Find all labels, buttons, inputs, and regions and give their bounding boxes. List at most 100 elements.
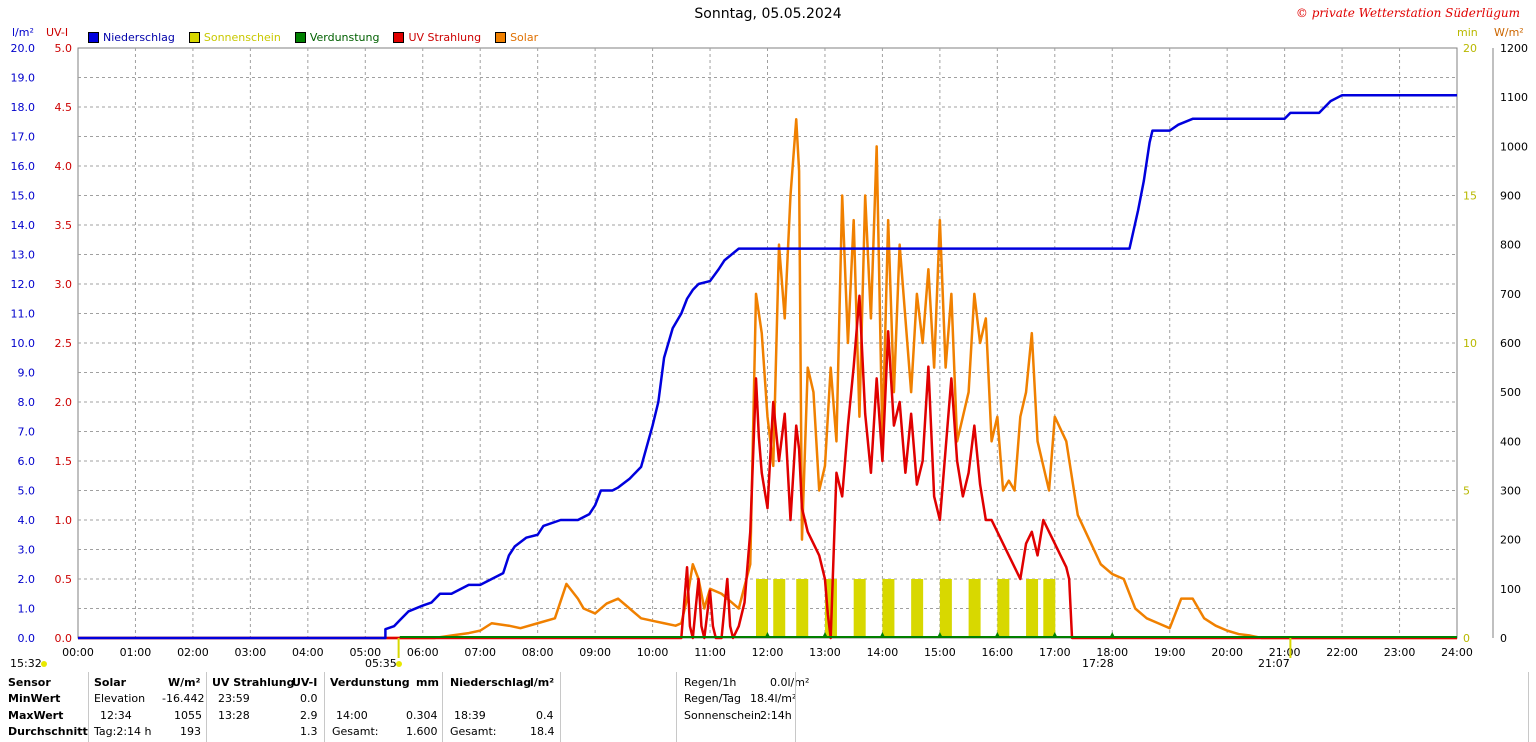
rain-tick-label: 19.0 bbox=[11, 72, 36, 85]
stats-header-uv-unit: UV-I bbox=[292, 676, 318, 689]
sun-dot bbox=[41, 661, 47, 667]
rain-tick-label: 15.0 bbox=[11, 190, 36, 203]
stats-solar-val: 193 bbox=[180, 725, 201, 738]
legend-item-uv: UV Strahlung bbox=[393, 31, 481, 44]
x-tick-label: 17:00 bbox=[1039, 646, 1071, 659]
sunrise-label: 05:35 bbox=[365, 657, 397, 670]
stats-header-rain-unit: l/m² bbox=[530, 676, 555, 689]
time-left-label: 15:32 bbox=[10, 657, 42, 670]
uv-tick-label: 3.0 bbox=[55, 278, 73, 291]
stats-header-uv: UV Strahlung bbox=[212, 676, 295, 689]
sun-min-tick-label: 20 bbox=[1463, 42, 1477, 55]
x-tick-label: 00:00 bbox=[62, 646, 94, 659]
x-tick-label: 11:00 bbox=[694, 646, 726, 659]
stats-table: Sensor Solar W/m² UV Strahlung UV-I Verd… bbox=[0, 672, 1536, 742]
solar-tick-label: 400 bbox=[1500, 435, 1521, 448]
sun-dot bbox=[396, 661, 402, 667]
stats-uv-val: 1.3 bbox=[300, 725, 318, 738]
x-tick-label: 14:00 bbox=[867, 646, 899, 659]
x-tick-label: 18:00 bbox=[1096, 646, 1128, 659]
sunshine-bar bbox=[796, 579, 809, 638]
legend-label: Solar bbox=[510, 31, 539, 44]
rain-tick-label: 8.0 bbox=[18, 396, 36, 409]
solar-tick-label: 1000 bbox=[1500, 140, 1528, 153]
stats-row-label: MaxWert bbox=[8, 709, 64, 722]
rain-tick-label: 1.0 bbox=[18, 603, 36, 616]
x-tick-label: 02:00 bbox=[177, 646, 209, 659]
rain-tick-label: 16.0 bbox=[11, 160, 36, 173]
solar-tick-label: 200 bbox=[1500, 534, 1521, 547]
sunshine-bar bbox=[756, 579, 769, 638]
stats-solar-time: Elevation bbox=[94, 692, 146, 705]
sunshine-bar bbox=[911, 579, 924, 638]
x-tick-label: 10:00 bbox=[637, 646, 669, 659]
stats-solar-time: 12:34 bbox=[100, 709, 132, 722]
sunshine-bar bbox=[882, 579, 895, 638]
rain-line bbox=[78, 93, 1457, 640]
sunshine-bar bbox=[997, 579, 1010, 638]
x-tick-label: 08:00 bbox=[522, 646, 554, 659]
unit-rain: l/m² bbox=[12, 26, 34, 39]
stats-solar-time: Tag:2:14 h bbox=[94, 725, 152, 738]
x-tick-label: 13:00 bbox=[809, 646, 841, 659]
legend: Niederschlag Sonnenschein Verdunstung UV… bbox=[88, 31, 538, 44]
x-tick-label: 03:00 bbox=[235, 646, 267, 659]
uv-tick-label: 5.0 bbox=[55, 42, 73, 55]
uv-tick-label: 1.5 bbox=[55, 455, 73, 468]
rain-tick-label: 7.0 bbox=[18, 426, 36, 439]
stats-uv-val: 0.0 bbox=[300, 692, 318, 705]
rain-tick-label: 11.0 bbox=[11, 308, 36, 321]
rain-tick-label: 18.0 bbox=[11, 101, 36, 114]
stats-rain-time: Gesamt: bbox=[450, 725, 497, 738]
x-tick-label: 23:00 bbox=[1384, 646, 1416, 659]
stats-header-solar-unit: W/m² bbox=[168, 676, 201, 689]
sunshine-bar bbox=[1043, 579, 1056, 638]
legend-item-sonnenschein: Sonnenschein bbox=[188, 31, 281, 44]
stats-header-sensor: Sensor bbox=[8, 676, 51, 689]
rain-tick-label: 17.0 bbox=[11, 131, 36, 144]
uv-tick-label: 2.0 bbox=[55, 396, 73, 409]
extra-label: Regen/Tag bbox=[684, 692, 741, 705]
sunset-label: 21:07 bbox=[1258, 657, 1290, 670]
legend-item-verdunstung: Verdunstung bbox=[294, 31, 380, 44]
solar-tick-label: 800 bbox=[1500, 239, 1521, 252]
stats-solar-val: 1055 bbox=[174, 709, 202, 722]
uv-tick-label: 4.0 bbox=[55, 160, 73, 173]
stats-evap-val: 1.600 bbox=[406, 725, 438, 738]
sunshine-bar bbox=[853, 579, 866, 638]
rain-tick-label: 3.0 bbox=[18, 544, 36, 557]
rain-tick-label: 4.0 bbox=[18, 514, 36, 527]
stats-divider bbox=[324, 672, 325, 742]
stats-divider bbox=[795, 672, 796, 742]
uv-tick-label: 3.5 bbox=[55, 219, 73, 232]
x-tick-label: 01:00 bbox=[120, 646, 152, 659]
legend-label: Verdunstung bbox=[309, 31, 380, 44]
solar-tick-label: 600 bbox=[1500, 337, 1521, 350]
solar-tick-label: 1200 bbox=[1500, 42, 1528, 55]
x-tick-label: 09:00 bbox=[579, 646, 611, 659]
rain-tick-label: 2.0 bbox=[18, 573, 36, 586]
sunshine-bar bbox=[939, 579, 952, 638]
weather-chart: 00:00 01:00 02:00 03:00 04:00 05:00 06:00 07:00… bbox=[11, 42, 1528, 667]
stats-divider bbox=[442, 672, 443, 742]
legend-swatch-solar bbox=[495, 32, 507, 43]
uv-tick-label: 4.5 bbox=[55, 101, 73, 114]
x-tick-label: 15:00 bbox=[924, 646, 956, 659]
legend-label: UV Strahlung bbox=[408, 31, 482, 44]
x-tick-label: 12:00 bbox=[752, 646, 784, 659]
legend-label: Niederschlag bbox=[103, 31, 175, 44]
stats-header-evap: Verdunstung bbox=[330, 676, 410, 689]
extra-value: 18.4l/m² bbox=[750, 692, 797, 705]
extra-label: Regen/1h bbox=[684, 676, 737, 689]
x-tick-label: 04:00 bbox=[292, 646, 324, 659]
rain-tick-label: 20.0 bbox=[11, 42, 36, 55]
rain-tick-label: 14.0 bbox=[11, 219, 36, 232]
stats-uv-val: 2.9 bbox=[300, 709, 318, 722]
stats-divider bbox=[1528, 672, 1529, 742]
legend-swatch-niederschlag bbox=[88, 32, 99, 43]
extra-label: Sonnenschein bbox=[684, 709, 761, 722]
stats-rain-val: 18.4 bbox=[530, 725, 555, 738]
uv-tick-label: 2.5 bbox=[55, 337, 73, 350]
rain-tick-label: 0.0 bbox=[18, 632, 36, 645]
solar-tick-label: 1100 bbox=[1500, 91, 1528, 104]
